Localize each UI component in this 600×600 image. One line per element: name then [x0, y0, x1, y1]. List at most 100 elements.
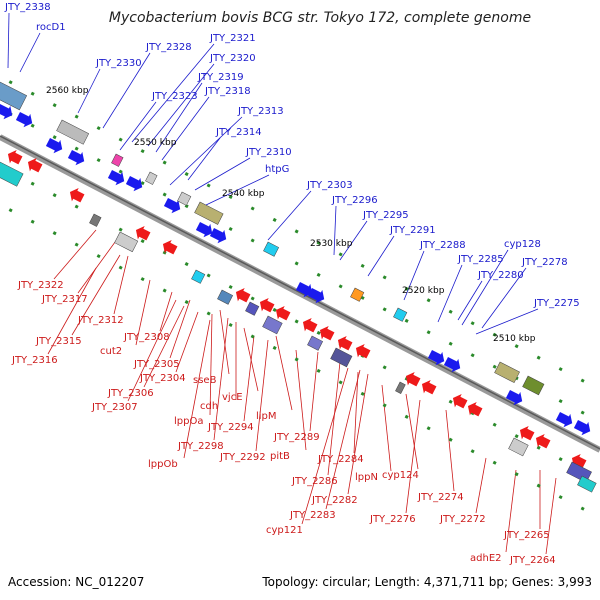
gene-label-JTY_2330: JTY_2330	[95, 58, 142, 69]
tick-mark	[404, 414, 409, 419]
leader-line	[187, 137, 221, 181]
tick-mark	[52, 135, 57, 140]
gene-label-JTY_2304: JTY_2304	[139, 373, 186, 384]
reverse-gene	[405, 372, 421, 387]
forward-gene	[195, 222, 213, 238]
forward-gene	[45, 138, 63, 154]
genome-backbone-highlight	[0, 135, 600, 450]
gene-label-JTY_2280: JTY_2280	[477, 270, 524, 281]
tick-mark	[492, 422, 497, 427]
reverse-gene	[535, 434, 551, 449]
leader-line	[255, 339, 269, 452]
reverse-gene	[27, 158, 43, 173]
tick-mark	[360, 391, 365, 396]
tick-mark	[162, 288, 167, 293]
gene-block	[330, 347, 353, 368]
leader-line	[327, 361, 341, 476]
forward-gene	[505, 390, 523, 406]
gene-block	[307, 335, 324, 351]
map-title: Mycobacterium bovis BCG str. Tokyo 172, …	[109, 10, 531, 26]
operon-block	[0, 161, 24, 187]
leader-line	[175, 311, 199, 373]
reverse-gene	[355, 344, 371, 359]
tick-mark	[338, 380, 343, 385]
gene-label-lppOb: lppOb	[148, 459, 178, 470]
leader-line	[445, 409, 455, 492]
gene-block	[145, 171, 158, 185]
leader-line	[77, 68, 101, 114]
tick-mark	[272, 217, 277, 222]
forward-gene	[307, 288, 325, 304]
gene-label-vjcE: vjcE	[222, 392, 243, 403]
tick-mark	[580, 410, 585, 415]
tick-mark	[74, 114, 79, 119]
tick-mark	[250, 334, 255, 339]
gene-label-lppN: lppN	[355, 472, 378, 483]
tick-mark	[250, 296, 255, 301]
leader-line	[475, 308, 539, 335]
tick-mark	[470, 449, 475, 454]
gene-label-lipM: lipM	[256, 411, 277, 422]
leader-line	[457, 280, 483, 321]
gene-block	[263, 241, 280, 257]
gene-label-lppOa: lppOa	[174, 416, 203, 427]
leader-line	[77, 237, 119, 294]
gene-label-JTY_2291: JTY_2291	[389, 225, 436, 236]
gene-label-JTY_2306: JTY_2306	[107, 388, 154, 399]
gene-label-JTY_2274: JTY_2274	[417, 492, 464, 503]
leader-line	[295, 349, 307, 451]
leader-line	[47, 267, 97, 355]
gene-label-JTY_2319: JTY_2319	[197, 72, 244, 83]
leader-line	[19, 32, 41, 73]
gene-label-cyp124: cyp124	[382, 470, 419, 481]
tick-mark	[162, 192, 167, 197]
tick-mark	[30, 219, 35, 224]
tick-mark	[228, 322, 233, 328]
tick-mark	[74, 146, 79, 151]
tick-mark	[316, 240, 321, 245]
tick-mark	[118, 137, 123, 142]
gene-label-JTY_2283: JTY_2283	[289, 510, 336, 521]
tick-mark	[74, 204, 79, 209]
reverse-gene	[452, 394, 468, 409]
gene-label-JTY_2278: JTY_2278	[521, 257, 568, 268]
leader-line	[7, 12, 10, 69]
reverse-gene	[319, 326, 335, 341]
tick-mark	[492, 460, 497, 465]
tick-mark	[558, 367, 563, 372]
tick-mark	[294, 229, 299, 234]
gene-label-JTY_2295: JTY_2295	[362, 210, 409, 221]
tick-mark	[206, 273, 211, 278]
operon-block	[114, 231, 139, 253]
leader-line	[71, 254, 121, 336]
tick-mark	[96, 126, 101, 131]
reverse-gene	[275, 306, 291, 321]
leader-line	[403, 250, 425, 301]
leader-line	[155, 82, 203, 153]
gene-label-JTY_2288: JTY_2288	[419, 240, 466, 251]
tick-mark	[382, 403, 387, 408]
gene-block	[245, 301, 260, 316]
tick-mark	[184, 262, 189, 267]
genome-backbone	[0, 134, 600, 453]
gene-label-cut2: cut2	[100, 346, 122, 357]
leader-line	[339, 220, 368, 261]
gene-label-JTY_2289: JTY_2289	[273, 432, 320, 443]
operon-block	[56, 119, 90, 145]
tick-mark	[470, 353, 475, 358]
tick-mark	[382, 275, 387, 280]
tick-mark	[228, 284, 233, 290]
forward-gene	[443, 357, 461, 373]
leader-line	[219, 309, 230, 375]
tick-mark	[74, 242, 79, 247]
kbp-mark-2560: 2560 kbp	[46, 86, 89, 96]
leader-line	[347, 373, 369, 495]
leader-line	[405, 393, 419, 470]
gene-label-JTY_2285: JTY_2285	[457, 254, 504, 265]
forward-gene	[107, 170, 125, 186]
tick-mark	[30, 123, 35, 128]
forward-gene	[125, 176, 143, 192]
operon-block	[0, 81, 28, 111]
